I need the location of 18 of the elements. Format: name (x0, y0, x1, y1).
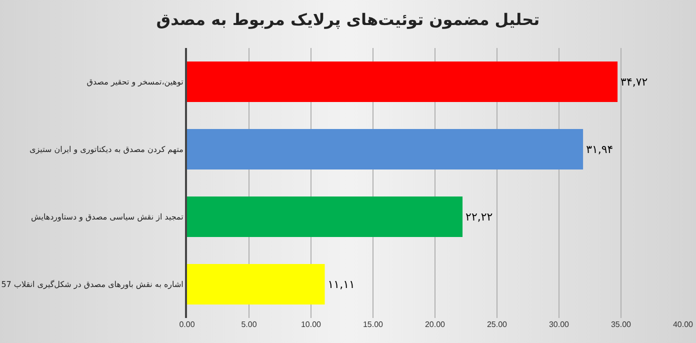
x-tick-label: 40.00 (672, 320, 694, 329)
x-tick-label: 15.00 (362, 320, 384, 329)
chart-title: تحلیل مضمون توئیت‌های پرلایک مربوط به مصدق (156, 10, 540, 29)
x-tick-label: 10.00 (300, 320, 322, 329)
x-tick-label: 35.00 (610, 320, 632, 329)
y-tick-label: متهم کردن مصدق به دیکتاتوری و ایران ستیزی (30, 145, 184, 154)
x-tick-label: 5.00 (241, 320, 258, 329)
data-label: ۲۲,۲۲ (466, 210, 493, 224)
y-tick-label: اشاره به نقش باورهای مصدق در شکل‌گیری انقلاب 57 (1, 279, 184, 290)
data-label: ۳۱,۹۴ (586, 142, 614, 156)
x-tick-label: 30.00 (548, 320, 570, 329)
data-label: ۳۴,۷۲ (620, 75, 648, 88)
data-label: ۱۱,۱۱ (328, 278, 355, 291)
x-tick-label: 0.00 (179, 320, 196, 329)
x-tick-label: 25.00 (486, 320, 508, 329)
x-tick-label: 20.00 (424, 320, 446, 329)
y-tick-label: توهین،تمسخر و تحقیر مصدق (86, 78, 184, 87)
y-tick-label: تمجید از نقش سیاسی مصدق و دستاوردهایش (31, 212, 184, 222)
